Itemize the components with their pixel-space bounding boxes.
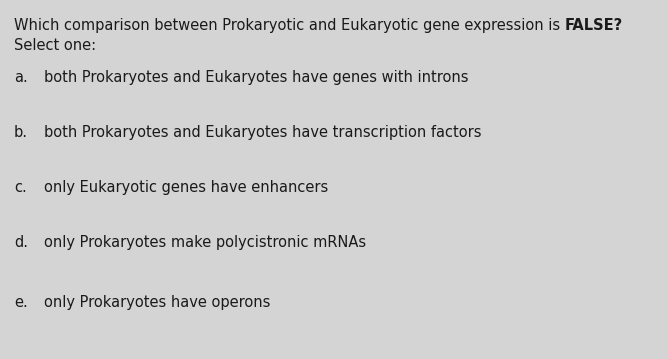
Text: only Prokaryotes make polycistronic mRNAs: only Prokaryotes make polycistronic mRNA… — [44, 235, 366, 250]
Text: both Prokaryotes and Eukaryotes have transcription factors: both Prokaryotes and Eukaryotes have tra… — [44, 125, 482, 140]
Text: only Prokaryotes have operons: only Prokaryotes have operons — [44, 295, 270, 310]
Text: only Eukaryotic genes have enhancers: only Eukaryotic genes have enhancers — [44, 180, 328, 195]
Text: c.: c. — [14, 180, 27, 195]
Text: a.: a. — [14, 70, 28, 85]
Text: Which comparison between Prokaryotic and Eukaryotic gene expression is: Which comparison between Prokaryotic and… — [14, 18, 565, 33]
Text: FALSE?: FALSE? — [565, 18, 623, 33]
Text: d.: d. — [14, 235, 28, 250]
Text: Select one:: Select one: — [14, 38, 96, 53]
Text: e.: e. — [14, 295, 28, 310]
Text: b.: b. — [14, 125, 28, 140]
Text: both Prokaryotes and Eukaryotes have genes with introns: both Prokaryotes and Eukaryotes have gen… — [44, 70, 468, 85]
